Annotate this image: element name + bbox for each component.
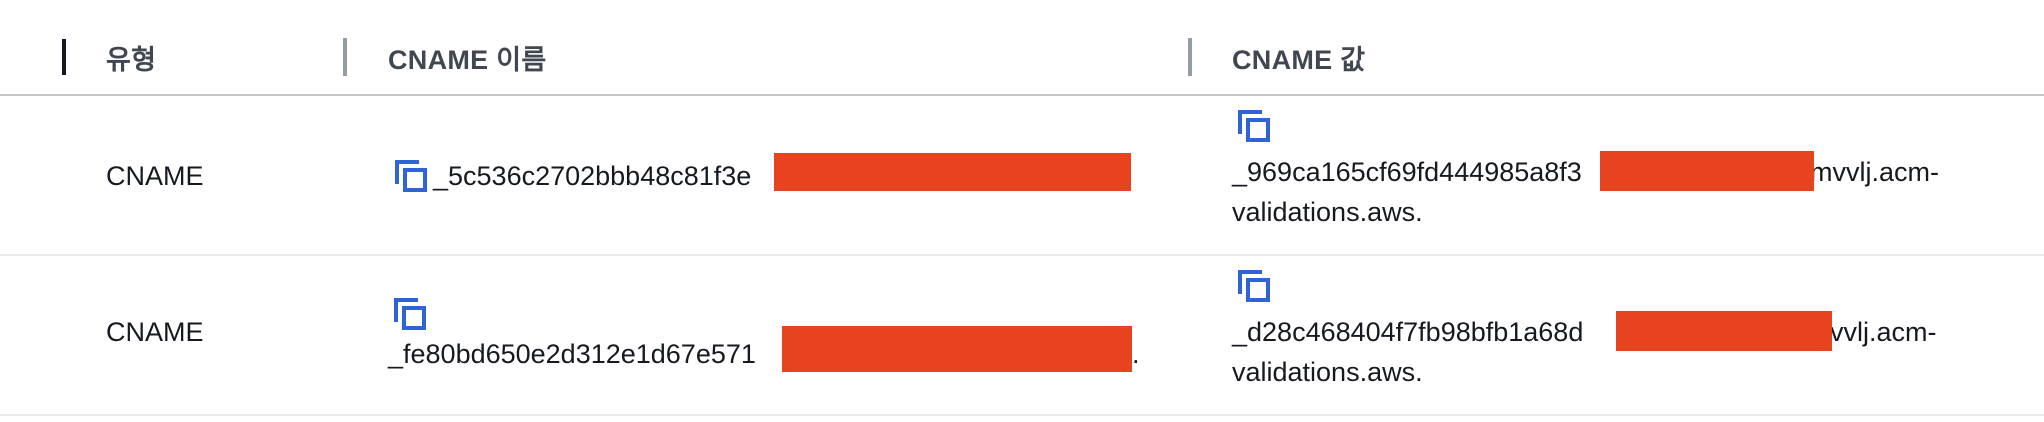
column-header-type[interactable]: 유형 <box>106 38 156 76</box>
cname-value-text-end: mvvlj.acm- <box>1810 152 1939 192</box>
cname-value-cell: _d28c468404f7fb98bfb1a68d vvlj.acm- vali… <box>1232 254 1992 392</box>
cname-value-text-start: _d28c468404f7fb98bfb1a68d <box>1232 317 1583 347</box>
cname-value-text-line2: validations.aws. <box>1232 192 1992 232</box>
copy-icon[interactable] <box>1236 268 1272 304</box>
redacted-area <box>1600 151 1814 191</box>
cname-name-cell: _5c536c2702bbb48c81f3e <box>393 156 751 196</box>
record-type: CNAME <box>106 312 204 352</box>
record-type: CNAME <box>106 156 204 196</box>
redacted-area <box>774 153 1131 191</box>
cname-name-text: _fe80bd650e2d312e1d67e571 <box>388 339 756 369</box>
copy-icon[interactable] <box>393 158 429 194</box>
cname-name-trailing: . <box>1132 334 1140 374</box>
cname-value-text-line2: validations.aws. <box>1232 352 1992 392</box>
redacted-area <box>1616 311 1832 351</box>
column-header-cname-value[interactable]: CNAME 값 <box>1232 38 1365 76</box>
column-header-cname-name[interactable]: CNAME 이름 <box>388 38 547 76</box>
table-header: 유형 CNAME 이름 CNAME 값 <box>0 0 2044 96</box>
cname-value-text-start: _969ca165cf69fd444985a8f3 <box>1232 157 1582 187</box>
redacted-area <box>782 326 1132 372</box>
column-header-label: 유형 <box>106 38 156 77</box>
column-resize-handle-cname-value[interactable] <box>1188 38 1192 76</box>
cname-value-text-end: vvlj.acm- <box>1830 312 1937 352</box>
table-row: CNAME _5c536c2702bbb48c81f3e <box>0 96 2044 256</box>
cname-name-text: _5c536c2702bbb48c81f3e <box>433 156 751 196</box>
column-header-label: CNAME 값 <box>1232 38 1365 77</box>
copy-icon[interactable] <box>1236 108 1272 144</box>
column-resize-handle-cname-name[interactable] <box>343 38 347 76</box>
column-resize-handle-type[interactable] <box>62 39 66 75</box>
copy-icon[interactable] <box>392 296 428 332</box>
table-row: CNAME _fe80bd650e2d312e1d67e571 . <box>0 256 2044 416</box>
column-header-label: CNAME 이름 <box>388 38 547 77</box>
